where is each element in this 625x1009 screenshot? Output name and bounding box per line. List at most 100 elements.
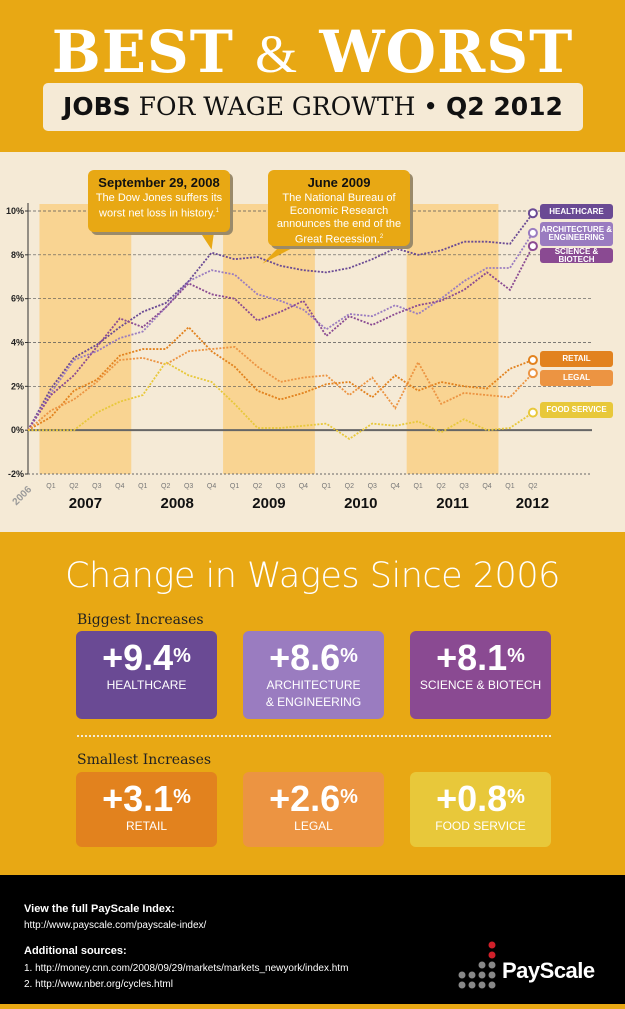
callout-pointer: [200, 232, 214, 250]
x-tick-label: Q2: [528, 483, 537, 490]
x-tick-label: Q1: [505, 483, 514, 490]
series-line-healthcare: [27, 212, 534, 431]
footnote-marker: 1: [215, 208, 219, 214]
x-tick-label: Q3: [92, 483, 101, 490]
x-tick-label: Q4: [207, 483, 216, 490]
y-tick-label: 2%: [11, 381, 24, 391]
card-value: +9.4: [102, 637, 174, 678]
card-architecture: +8.6% ARCHITECTURE & ENGINEERING: [243, 631, 384, 719]
callout-text: The National Bureau of Economic Research…: [276, 192, 402, 246]
series-line-science-biotech: [27, 245, 534, 431]
x-tick-label: Q1: [413, 483, 422, 490]
year-label: 2008: [160, 495, 193, 512]
card-name: RETAIL: [125, 819, 168, 833]
card-value: +8.1: [436, 637, 508, 678]
series-end-marker: [527, 368, 538, 379]
y-tick-label: 10%: [6, 206, 24, 216]
series-end-marker: [527, 241, 538, 252]
title-amp: &: [255, 24, 299, 84]
title-worst: WORST: [319, 18, 574, 86]
smallest-increases-heading: Smallest Increases: [77, 752, 212, 768]
card-science: +8.1% SCIENCE & BIOTECH: [410, 631, 551, 719]
label-healthcare: HEALTHCARE: [540, 204, 613, 219]
x-tick-label: Q1: [322, 483, 331, 490]
x-tick-label: 2006: [11, 484, 35, 508]
divider: [77, 735, 551, 737]
infographic-title: BEST & WORST: [0, 22, 625, 84]
card-value: +3.1: [102, 778, 174, 819]
card-name: FOOD SERVICE: [435, 819, 526, 833]
series-end-marker: [527, 227, 538, 238]
sources-heading: Additional sources:: [24, 945, 127, 957]
source-link-2[interactable]: 2. http://www.nber.org/cycles.html: [24, 979, 173, 990]
percent-sign: %: [173, 645, 191, 667]
card-value: +0.8: [436, 778, 508, 819]
x-tick-label: Q1: [230, 483, 239, 490]
series-end-marker: [527, 208, 538, 219]
card-retail: +3.1% RETAIL: [76, 772, 217, 847]
x-tick-label: Q2: [253, 483, 262, 490]
x-tick-label: Q3: [368, 483, 377, 490]
callout-heading: June 2009: [307, 175, 371, 190]
subtitle-text: FOR WAGE GROWTH •: [130, 92, 447, 121]
x-tick-label: Q2: [161, 483, 170, 490]
label-retail: RETAIL: [540, 351, 613, 367]
x-tick-label: Q2: [436, 483, 445, 490]
y-tick-label: 8%: [11, 250, 24, 260]
subtitle-quarter: Q2 2012: [446, 92, 563, 121]
y-tick-label: -2%: [8, 469, 24, 479]
percent-sign: %: [340, 645, 358, 667]
section-title: Change in Wages Since 2006: [65, 556, 560, 596]
subtitle-banner: JOBS FOR WAGE GROWTH • Q2 2012: [43, 83, 583, 131]
x-tick-label: Q3: [459, 483, 468, 490]
card-food-service: +0.8% FOOD SERVICE: [410, 772, 551, 847]
x-tick-label: Q2: [345, 483, 354, 490]
source-link-1[interactable]: 1. http://money.cnn.com/2008/09/29/marke…: [24, 963, 349, 974]
card-legal: +2.6% LEGAL: [243, 772, 384, 847]
y-tick-label: 0%: [11, 425, 24, 435]
x-tick-label: Q1: [46, 483, 55, 490]
label-food-service: FOOD SERVICE: [540, 402, 613, 418]
card-value: +8.6: [269, 637, 341, 678]
callout-text: The Dow Jones suffers its worst net loss…: [95, 192, 223, 220]
payscale-logo-text: PayScale: [502, 958, 595, 983]
x-tick-label: Q1: [138, 483, 147, 490]
x-tick-label: Q3: [276, 483, 285, 490]
x-tick-label: Q3: [184, 483, 193, 490]
year-label: 2009: [252, 495, 285, 512]
callout-dow-jones: September 29, 2008 The Dow Jones suffers…: [88, 170, 230, 232]
percent-sign: %: [340, 786, 358, 808]
x-tick-label: Q2: [69, 483, 78, 490]
year-label: 2007: [69, 495, 102, 512]
callout-recession-end: June 2009 The National Bureau of Economi…: [268, 170, 410, 246]
percent-sign: %: [173, 786, 191, 808]
year-label: 2012: [516, 495, 549, 512]
x-tick-label: Q4: [115, 483, 124, 490]
label-science: SCIENCE & BIOTECH: [540, 247, 613, 263]
card-healthcare: +9.4% HEALTHCARE: [76, 631, 217, 719]
card-value: +2.6: [269, 778, 341, 819]
index-link[interactable]: http://www.payscale.com/payscale-index/: [24, 920, 207, 931]
y-tick-label: 4%: [11, 338, 24, 348]
subtitle-jobs: JOBS: [63, 92, 131, 121]
card-name: HEALTHCARE: [106, 678, 187, 692]
series-line-legal: [27, 345, 534, 431]
year-label: 2010: [344, 495, 377, 512]
x-tick-label: Q4: [299, 483, 308, 490]
biggest-increases-heading: Biggest Increases: [77, 612, 204, 628]
footer: View the full PayScale Index: http://www…: [0, 875, 625, 1004]
percent-sign: %: [507, 645, 525, 667]
label-architecture: ARCHITECTURE & ENGINEERING: [540, 222, 613, 246]
series-end-marker: [527, 355, 538, 366]
series-line-retail: [27, 325, 534, 431]
x-tick-label: Q4: [482, 483, 491, 490]
percent-sign: %: [507, 786, 525, 808]
footnote-marker: 2: [379, 234, 384, 240]
series-line-food-service: [28, 361, 534, 441]
shaded-year-2007: [39, 204, 132, 474]
card-name: ARCHITECTURE & ENGINEERING: [265, 678, 362, 709]
y-tick-label: 6%: [11, 294, 24, 304]
callout-heading: September 29, 2008: [98, 175, 220, 190]
payscale-logo-icon: [458, 941, 496, 989]
card-name: SCIENCE & BIOTECH: [419, 678, 542, 692]
